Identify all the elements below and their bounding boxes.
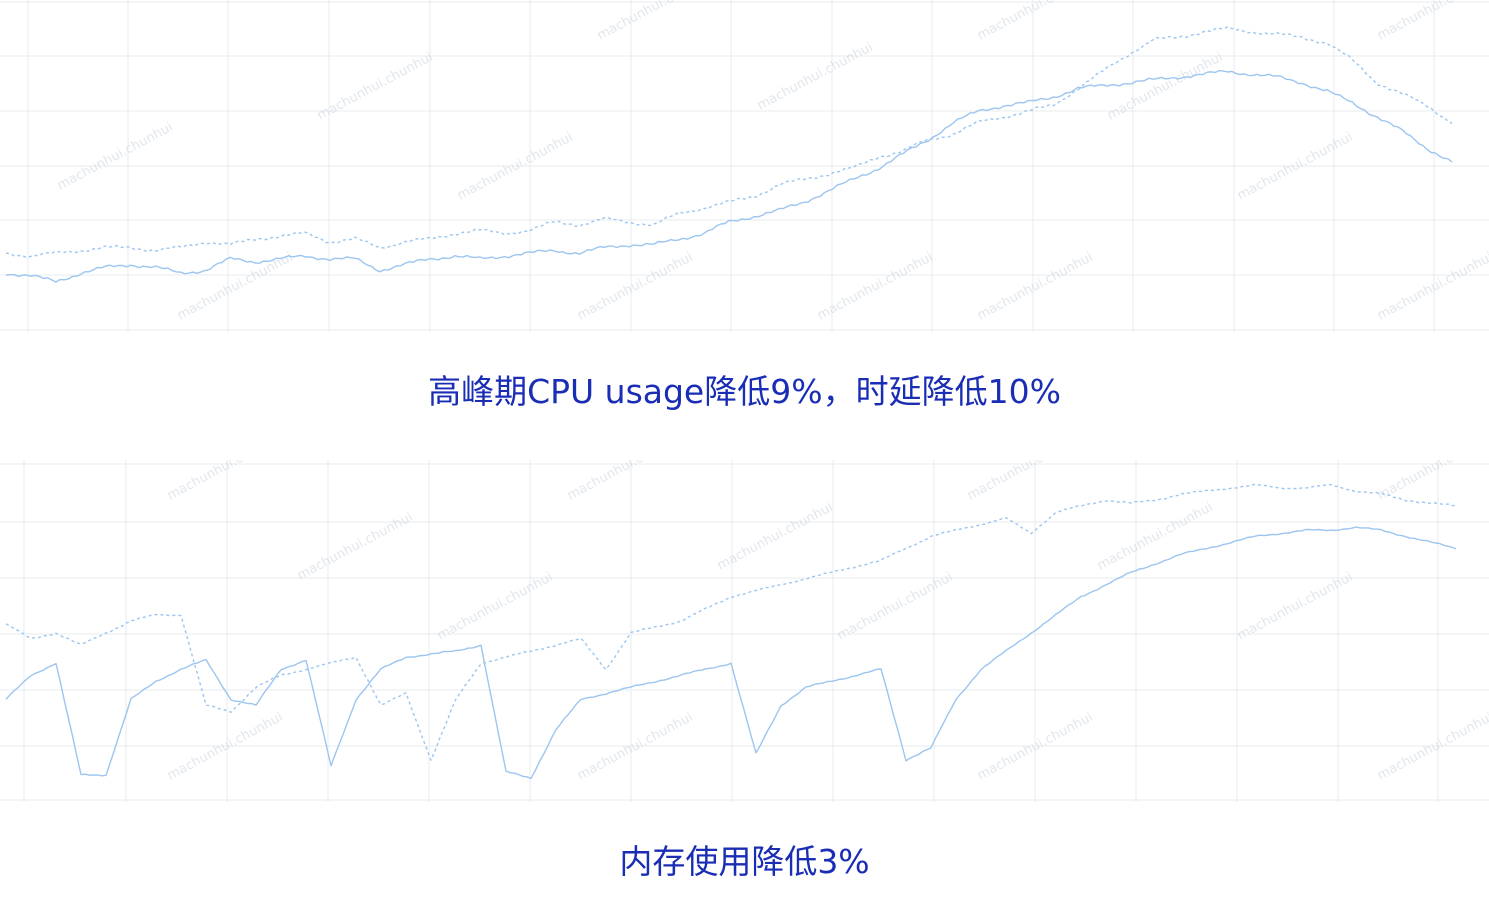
- watermark-text: machunhui.chunhui: [595, 0, 716, 44]
- watermark-text: machunhui.chunhui: [455, 130, 576, 204]
- watermark-text: machunhui.chunhui: [975, 0, 1096, 44]
- watermark-text: machunhui.chunhui: [965, 460, 1086, 504]
- watermark-text: machunhui.chunhui: [1375, 460, 1489, 504]
- watermark-text: machunhui.chunhui: [175, 250, 296, 324]
- watermark-text: machunhui.chunhui: [1095, 500, 1216, 574]
- watermark-text: machunhui.chunhui: [1235, 130, 1356, 204]
- memory-chart-caption: 内存使用降低3%: [619, 842, 870, 881]
- watermark-text: machunhui.chunhui: [575, 710, 696, 784]
- watermark-text: machunhui.chunhui: [1375, 250, 1489, 324]
- watermark-text: machunhui.chunhui: [165, 460, 286, 504]
- watermark-text: machunhui.chunhui: [575, 250, 696, 324]
- series-line-dashed: [5, 26, 1453, 259]
- cpu-usage-chart: machunhui.chunhuimachunhui.chunhuimachun…: [0, 0, 1489, 332]
- watermark-text: machunhui.chunhui: [55, 120, 176, 194]
- watermark-text: machunhui.chunhui: [1105, 50, 1226, 124]
- series-line-solid: [5, 526, 1457, 780]
- watermark-text: machunhui.chunhui: [315, 50, 436, 124]
- memory-usage-chart: machunhui.chunhuimachunhui.chunhuimachun…: [0, 460, 1489, 802]
- watermark-text: machunhui.chunhui: [975, 250, 1096, 324]
- watermark-text: machunhui.chunhui: [715, 500, 836, 574]
- series-line-dashed: [5, 483, 1457, 761]
- watermark-text: machunhui.chunhui: [1375, 0, 1489, 44]
- watermark-text: machunhui.chunhui: [435, 570, 556, 644]
- watermark-text: machunhui.chunhui: [835, 570, 956, 644]
- watermark-text: machunhui.chunhui: [755, 40, 876, 114]
- watermark-text: machunhui.chunhui: [295, 510, 416, 584]
- watermark-text: machunhui.chunhui: [815, 250, 936, 324]
- watermark-text: machunhui.chunhui: [1375, 710, 1489, 784]
- series-line-solid: [5, 69, 1453, 283]
- cpu-chart-caption: 高峰期CPU usage降低9%，时延降低10%: [428, 372, 1061, 411]
- watermark-text: machunhui.chunhui: [165, 710, 286, 784]
- watermark-text: machunhui.chunhui: [565, 460, 686, 504]
- watermark-text: machunhui.chunhui: [1235, 570, 1356, 644]
